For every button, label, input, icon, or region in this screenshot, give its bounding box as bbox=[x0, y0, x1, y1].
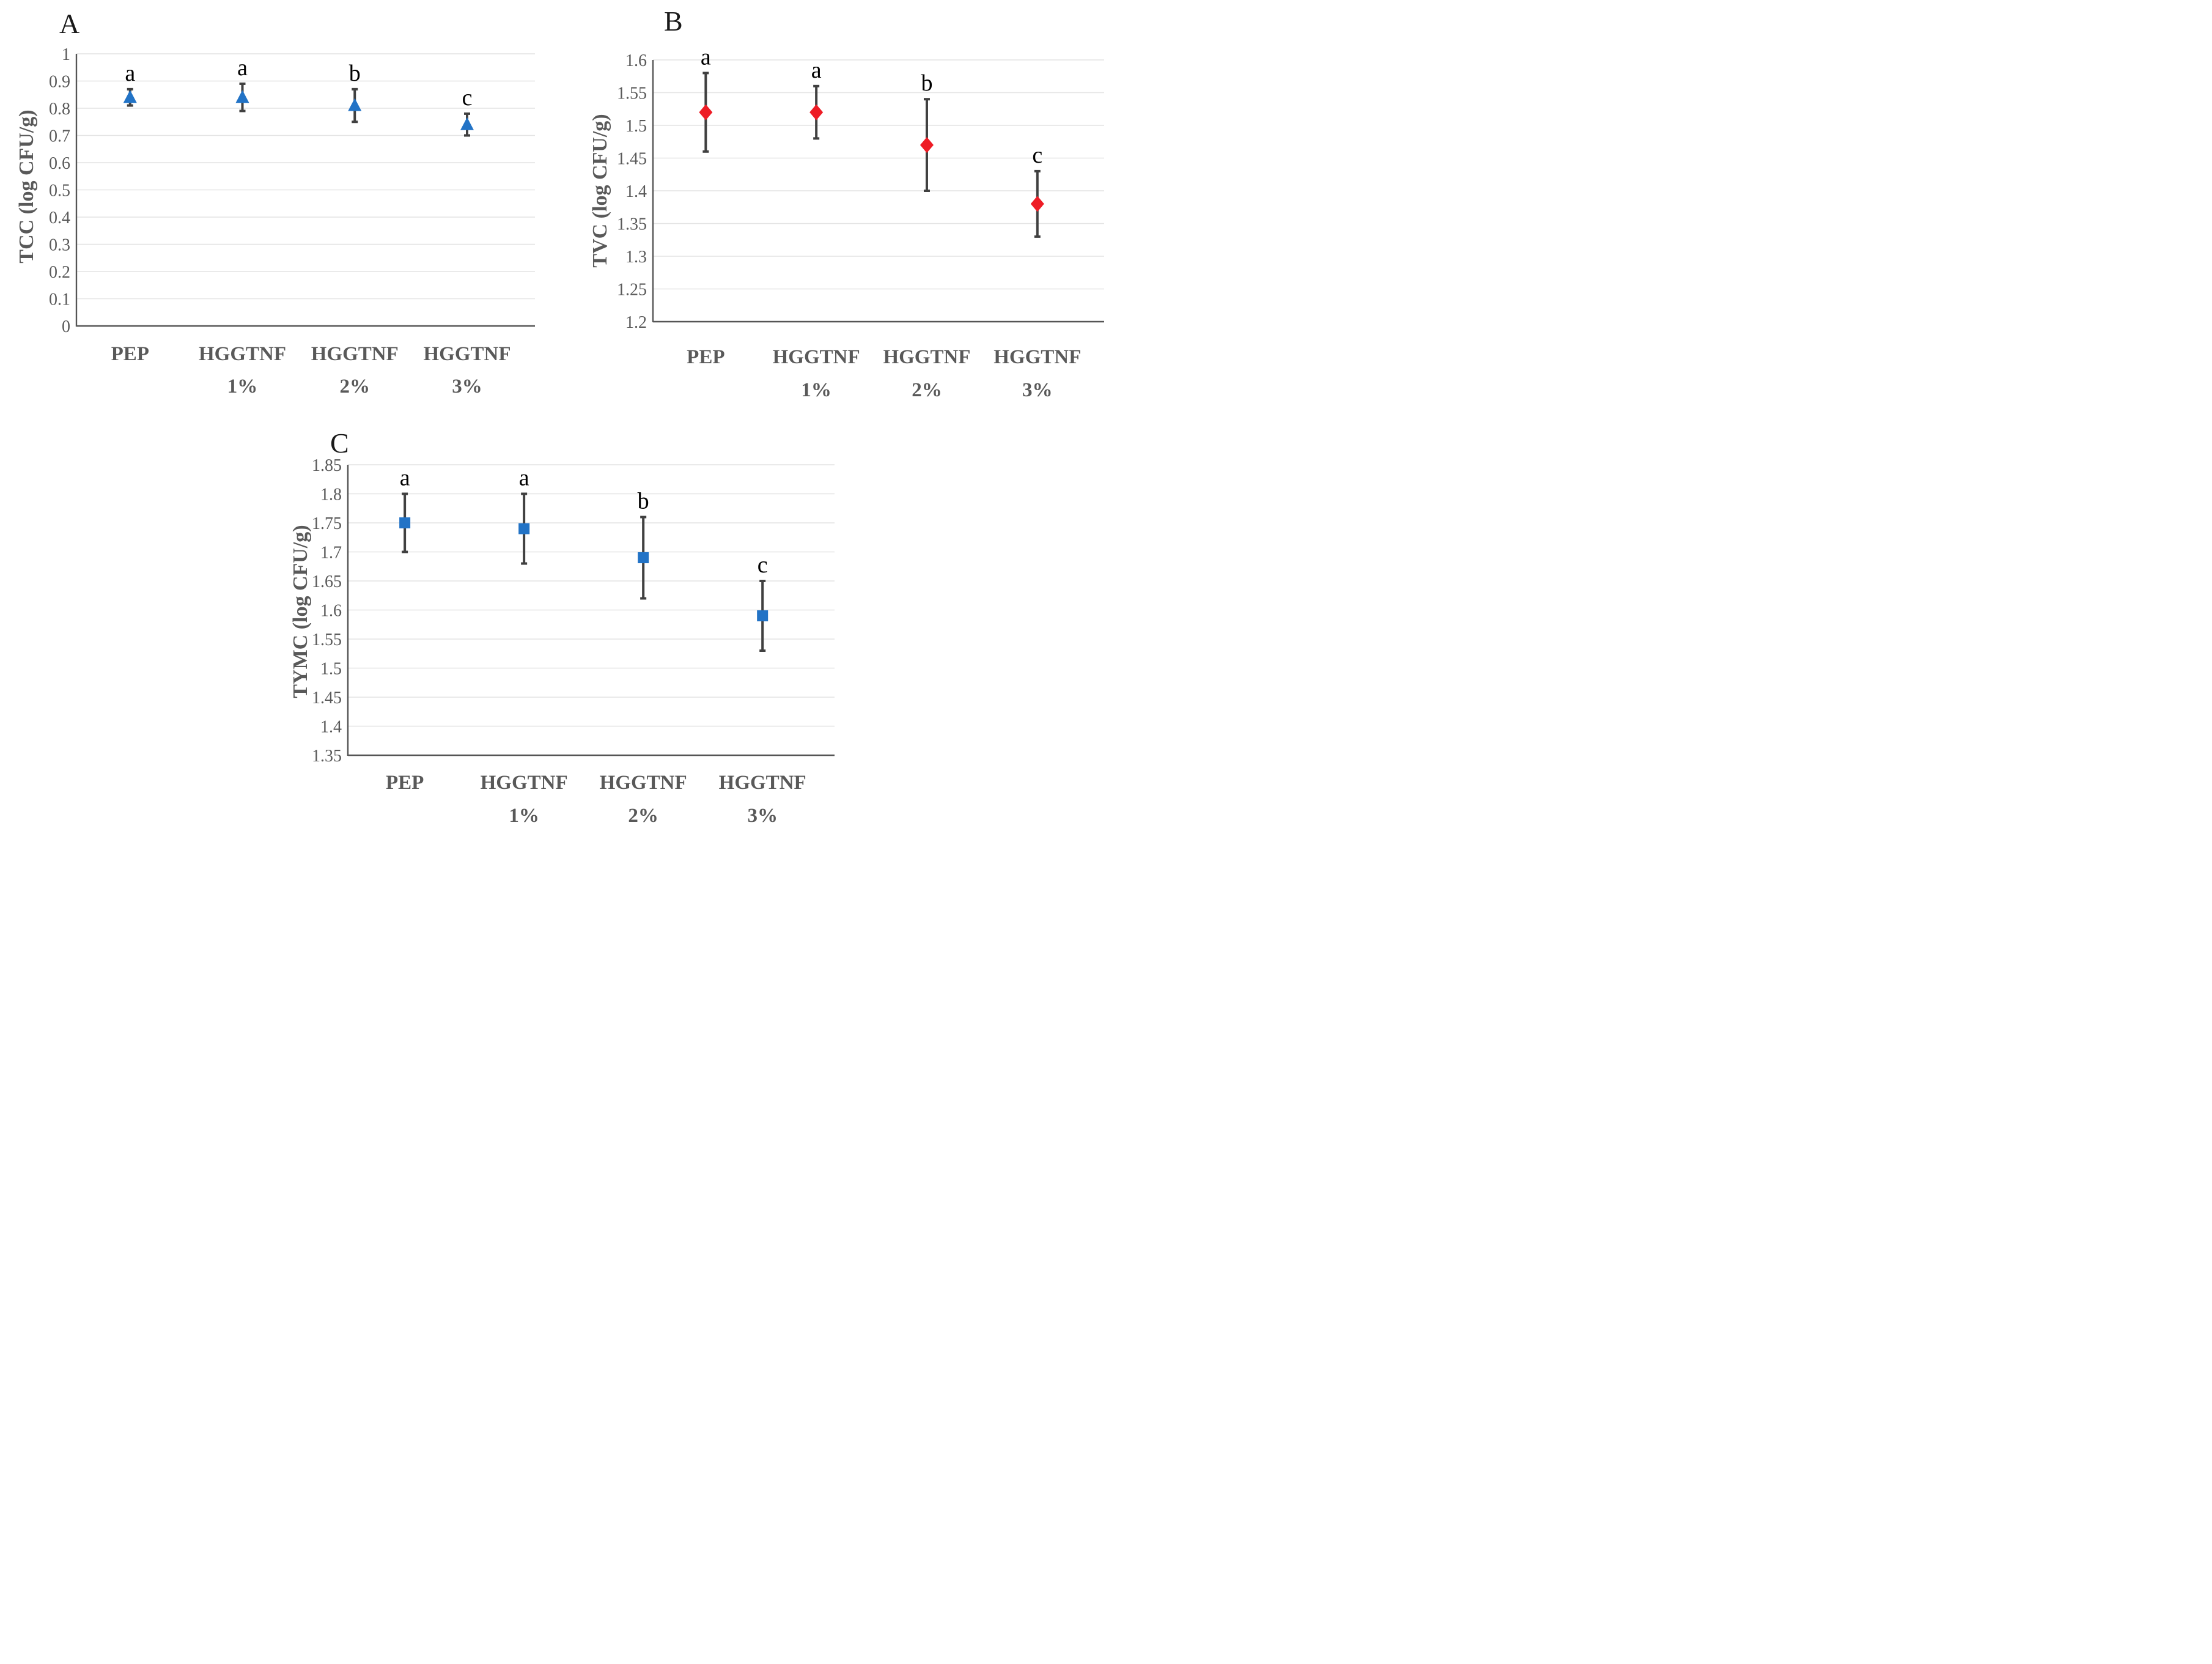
chart-panel-a: 1 0.9 0.8 0.7 0.6 0.5 0.4 0.3 0.2 0.1 0 PEP HGGTNF 1%… bbox=[49, 45, 535, 398]
marker-triangle bbox=[460, 117, 474, 130]
y-tick-label: 0.2 bbox=[49, 263, 70, 282]
y-tick-label: 1.35 bbox=[312, 747, 342, 766]
y-tick-label: 0.1 bbox=[49, 290, 70, 309]
y-tick-label: 1.55 bbox=[617, 84, 647, 103]
marker-square bbox=[399, 517, 411, 528]
x-category-label: PEP bbox=[386, 772, 424, 794]
y-tick-label: 1.55 bbox=[312, 630, 342, 649]
y-tick-label: 1.4 bbox=[320, 717, 342, 736]
significance-letter: c bbox=[758, 552, 768, 578]
y-tick-label: 1.5 bbox=[320, 659, 342, 678]
marker-triangle bbox=[235, 90, 249, 103]
y-tick-label: 1.2 bbox=[625, 313, 647, 332]
significance-letter: a bbox=[400, 465, 410, 491]
marker-triangle bbox=[348, 98, 362, 111]
marker-diamond bbox=[920, 137, 934, 153]
marker-square bbox=[518, 523, 530, 534]
y-tick-label: 0.5 bbox=[49, 181, 70, 200]
x-category-label: 3% bbox=[747, 805, 778, 827]
y-tick-label: 0 bbox=[62, 317, 70, 336]
x-category-label: 1% bbox=[227, 375, 258, 398]
y-tick-label: 0.6 bbox=[49, 154, 70, 173]
x-category-label: 2% bbox=[628, 805, 658, 827]
panel-c-letter: C bbox=[330, 427, 349, 459]
y-tick-label: 1.65 bbox=[312, 572, 342, 591]
y-tick-label: 1.45 bbox=[312, 689, 342, 708]
significance-letter: c bbox=[1032, 142, 1042, 168]
y-tick-label: 0.9 bbox=[49, 72, 70, 91]
significance-letter: b bbox=[638, 489, 649, 514]
y-tick-label: 1 bbox=[62, 45, 70, 64]
significance-letter: b bbox=[921, 70, 932, 96]
y-tick-label: 1.45 bbox=[617, 149, 647, 168]
significance-letter: a bbox=[519, 465, 529, 491]
marker-diamond bbox=[1030, 196, 1044, 212]
significance-letter: a bbox=[811, 57, 822, 83]
y-tick-label: 1.6 bbox=[320, 601, 342, 620]
y-tick-label: 1.6 bbox=[625, 51, 647, 70]
significance-letter: a bbox=[701, 44, 711, 70]
x-category-label: HGGTNF bbox=[311, 343, 399, 365]
y-tick-label: 0.3 bbox=[49, 235, 70, 254]
y-tick-label: 1.4 bbox=[625, 182, 647, 201]
x-category-label: 1% bbox=[801, 379, 831, 401]
x-category-label: 1% bbox=[509, 805, 539, 827]
x-category-label: PEP bbox=[687, 346, 724, 368]
x-category-label: 2% bbox=[912, 379, 942, 401]
marker-triangle bbox=[123, 90, 137, 103]
y-tick-label: 1.35 bbox=[617, 215, 647, 234]
marker-diamond bbox=[809, 104, 824, 120]
x-category-label: HGGTNF bbox=[423, 343, 511, 365]
y-tick-label: 0.4 bbox=[49, 209, 70, 227]
significance-letter: b bbox=[349, 61, 361, 86]
y-tick-label: 1.25 bbox=[617, 280, 647, 299]
y-tick-label: 0.8 bbox=[49, 100, 70, 119]
x-category-label: PEP bbox=[111, 343, 149, 365]
figure-canvas: A B C TCC (log CFU/g) TVC (log CFU/g) TY… bbox=[0, 0, 1106, 832]
chart-panel-c: 1.85 1.8 1.75 1.7 1.65 1.6 1.55 1.5 1.45 1.4 1.35 P… bbox=[312, 456, 835, 827]
y-tick-label: 0.7 bbox=[49, 127, 70, 146]
marker-diamond bbox=[699, 104, 713, 120]
x-category-label: HGGTNF bbox=[481, 772, 568, 794]
y-tick-label: 1.75 bbox=[312, 514, 342, 533]
significance-letter: a bbox=[125, 61, 135, 86]
x-category-label: 3% bbox=[452, 375, 482, 398]
y-tick-label: 1.85 bbox=[312, 456, 342, 475]
x-category-label: HGGTNF bbox=[719, 772, 806, 794]
marker-square bbox=[638, 552, 649, 563]
x-category-label: HGGTNF bbox=[600, 772, 687, 794]
x-category-label: 2% bbox=[340, 375, 371, 398]
y-tick-label: 1.8 bbox=[320, 485, 342, 504]
panel-a-letter: A bbox=[59, 8, 80, 39]
marker-square bbox=[757, 610, 769, 621]
x-category-label: HGGTNF bbox=[773, 346, 860, 368]
x-category-label: HGGTNF bbox=[199, 343, 286, 365]
y-tick-label: 1.7 bbox=[320, 543, 342, 562]
x-category-label: HGGTNF bbox=[883, 346, 970, 368]
chart-panel-b: 1.6 1.55 1.5 1.45 1.4 1.35 1.3 1.25 1.2 PEP HGGTNF… bbox=[617, 44, 1104, 401]
y-tick-label: 1.3 bbox=[625, 248, 647, 267]
significance-letter: a bbox=[237, 55, 248, 81]
x-category-label: 3% bbox=[1022, 379, 1053, 401]
panel-b-letter: B bbox=[664, 6, 683, 37]
y-tick-label: 1.5 bbox=[625, 117, 647, 136]
x-category-label: HGGTNF bbox=[994, 346, 1081, 368]
significance-letter: c bbox=[462, 85, 473, 111]
